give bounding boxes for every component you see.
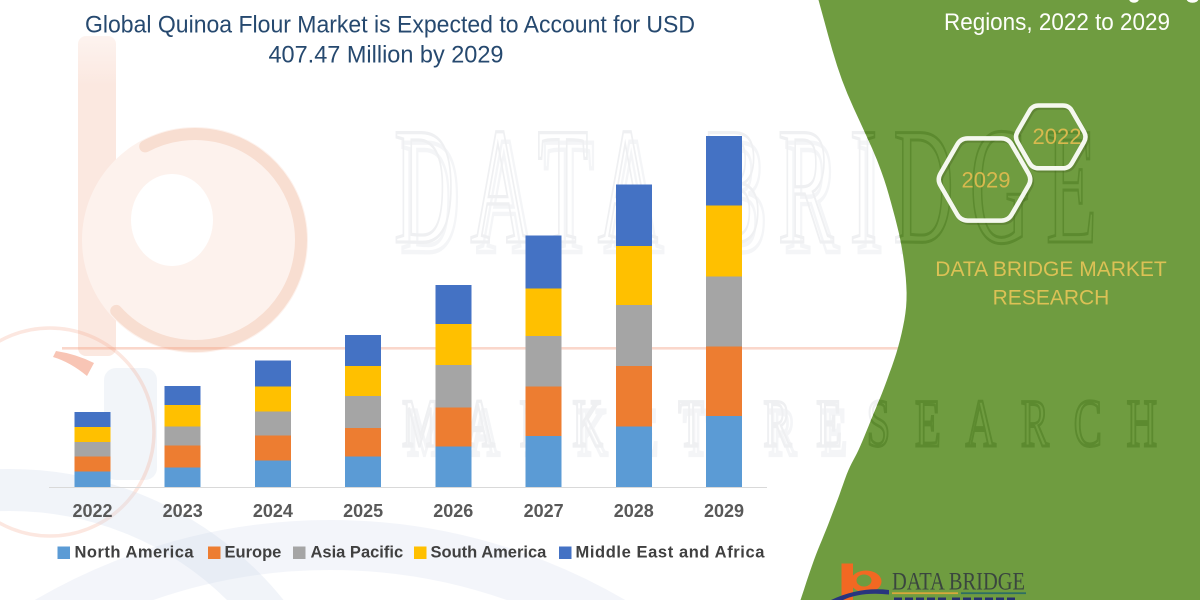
svg-text:DATA BRIDGE: DATA BRIDGE (892, 567, 1025, 596)
svg-text:Middle East and Africa: Middle East and Africa (576, 544, 766, 562)
svg-text:2022: 2022 (1033, 124, 1082, 149)
svg-text:407.47 Million by 2029: 407.47 Million by 2029 (269, 42, 504, 69)
svg-text:2023: 2023 (163, 501, 203, 521)
svg-text:2028: 2028 (614, 501, 654, 521)
svg-text:South America: South America (431, 544, 548, 562)
svg-text:2025: 2025 (343, 501, 383, 521)
svg-text:Global Quinoa Flour Market is: Global Quinoa Flour Market is Expected t… (85, 12, 695, 39)
svg-text:2029: 2029 (704, 501, 744, 521)
svg-text:Asia Pacific: Asia Pacific (311, 544, 404, 562)
svg-text:2022: 2022 (72, 501, 112, 521)
svg-text:DATA BRIDGE MARKET: DATA BRIDGE MARKET (935, 258, 1167, 281)
svg-text:2027: 2027 (524, 501, 564, 521)
svg-text:North America: North America (75, 544, 195, 562)
svg-text:RESEARCH: RESEARCH (993, 287, 1110, 310)
svg-text:2026: 2026 (433, 501, 473, 521)
svg-text:2029: 2029 (962, 168, 1011, 193)
svg-text:Europe: Europe (225, 544, 282, 562)
svg-text:Regions, 2022 to 2029: Regions, 2022 to 2029 (944, 9, 1170, 36)
svg-text:2024: 2024 (253, 501, 293, 521)
